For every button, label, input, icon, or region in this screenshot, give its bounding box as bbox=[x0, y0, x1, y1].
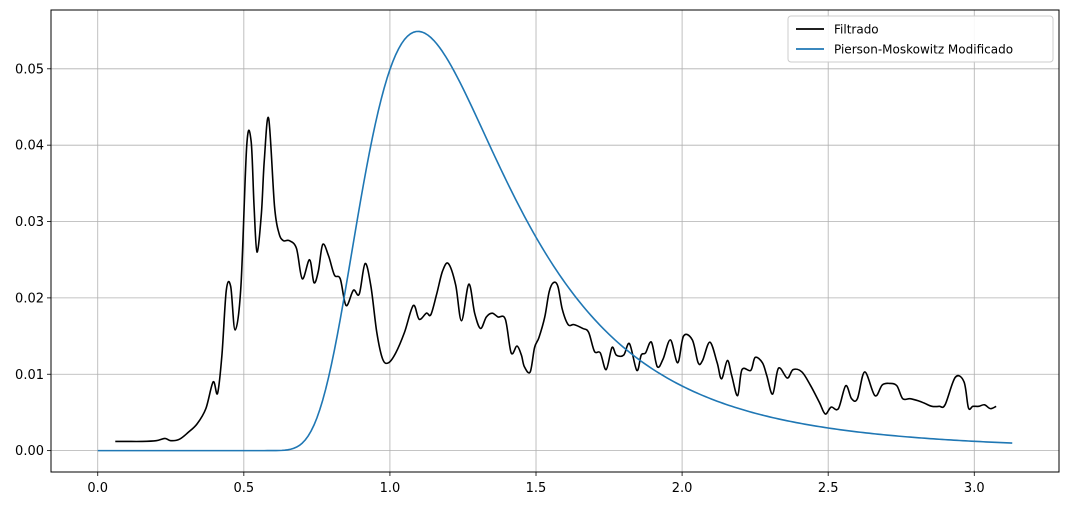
y-tick-label: 0.01 bbox=[15, 368, 44, 383]
series-line-pierson-moskowitz bbox=[97, 30, 1013, 452]
x-axis: 0.0 0.5 1.0 1.5 2.0 2.5 3.0 bbox=[87, 472, 985, 496]
y-tick-label: 0.03 bbox=[15, 215, 44, 230]
y-tick-label: 0.02 bbox=[15, 291, 44, 306]
y-tick-label: 0.04 bbox=[15, 139, 44, 154]
y-axis: 0.00 0.01 0.02 0.03 0.04 0.05 bbox=[15, 62, 51, 459]
x-tick-label: 1.5 bbox=[526, 481, 547, 496]
legend: Filtrado Pierson-Moskowitz Modificado bbox=[787, 15, 1054, 63]
y-tick-label: 0.05 bbox=[15, 62, 44, 77]
x-tick-label: 1.0 bbox=[380, 481, 401, 496]
legend-label: Pierson-Moskowitz Modificado bbox=[834, 43, 1013, 57]
x-tick-label: 0.5 bbox=[233, 481, 254, 496]
plot-area bbox=[51, 10, 1059, 472]
legend-box bbox=[787, 15, 1054, 63]
plot-frame bbox=[50, 9, 1060, 473]
legend-label: Filtrado bbox=[834, 23, 879, 37]
series-layer bbox=[97, 30, 1013, 452]
x-tick-label: 3.0 bbox=[964, 481, 985, 496]
x-tick-label: 2.0 bbox=[672, 481, 693, 496]
x-tick-label: 2.5 bbox=[818, 481, 839, 496]
y-tick-label: 0.00 bbox=[15, 444, 44, 459]
series-line-filtrado bbox=[115, 116, 997, 443]
x-tick-label: 0.0 bbox=[87, 481, 108, 496]
grid bbox=[51, 10, 1059, 472]
